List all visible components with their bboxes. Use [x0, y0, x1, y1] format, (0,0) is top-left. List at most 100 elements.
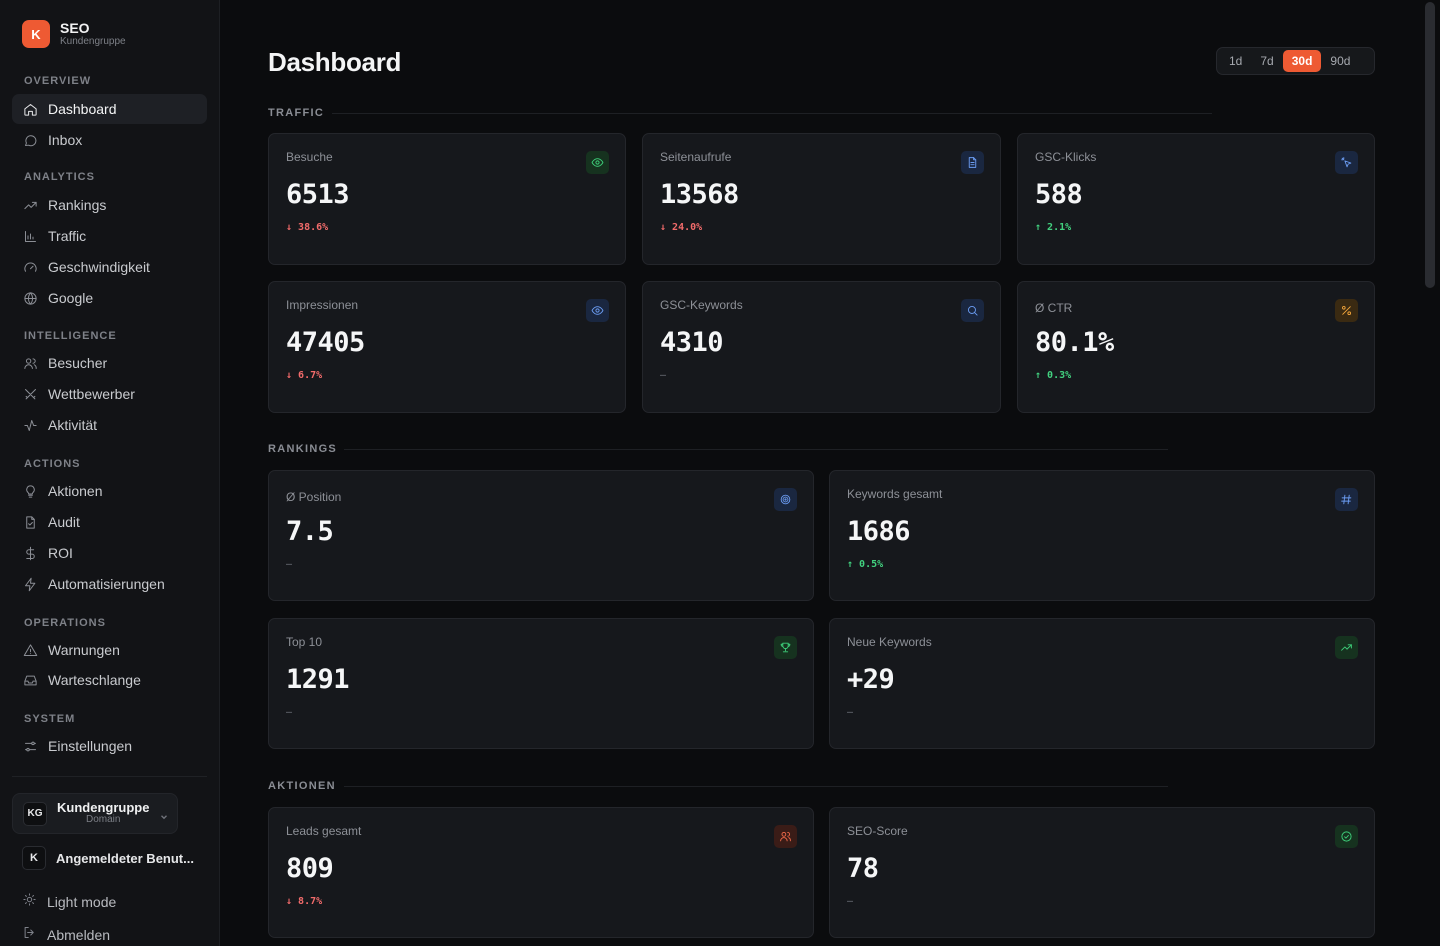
percent-icon	[1335, 299, 1358, 322]
sidebar-item-einstellungen[interactable]: Einstellungen	[12, 731, 207, 761]
card-delta: ↓ 24.0%	[660, 222, 702, 233]
scrollbar-thumb[interactable]	[1425, 2, 1435, 288]
sidebar-item-geschwindigkeit[interactable]: Geschwindigkeit	[12, 252, 207, 282]
page-title: Dashboard	[268, 47, 402, 77]
group-label-rankings: RANKINGS	[268, 443, 338, 455]
sidebar-item-label: Google	[48, 290, 94, 306]
metric-card-besuche: Besuche 6513 ↓ 38.6%	[268, 133, 626, 265]
check-circle-icon	[1335, 825, 1358, 848]
sidebar-item-label: Warteschlange	[48, 672, 141, 688]
workspace-badge: KG	[23, 801, 47, 826]
message-icon	[22, 132, 38, 148]
card-label: Leads gesamt	[286, 824, 362, 838]
card-delta-value: 0.3%	[1047, 370, 1072, 381]
card-delta: –	[286, 707, 293, 718]
range-90d-button[interactable]: 90d	[1330, 54, 1351, 68]
lightbulb-icon	[22, 483, 38, 499]
card-label: Impressionen	[286, 298, 359, 312]
section-label-system: SYSTEM	[24, 713, 76, 725]
section-label-actions: ACTIONS	[24, 458, 81, 470]
card-label: Ø Position	[286, 490, 342, 504]
section-label-overview: OVERVIEW	[24, 75, 92, 87]
sidebar: K SEO Kundengruppe OVERVIEW Dashboard In…	[0, 0, 220, 946]
sidebar-item-warnungen[interactable]: Warnungen	[12, 635, 207, 665]
users-icon	[774, 825, 797, 848]
card-delta-value: 6.7%	[298, 370, 323, 381]
metric-card-leads: Leads gesamt 809 ↓ 8.7%	[268, 807, 814, 938]
dollar-icon	[22, 545, 38, 561]
sidebar-divider	[12, 776, 207, 777]
sidebar-item-wettbewerber[interactable]: Wettbewerber	[12, 379, 207, 409]
sidebar-item-google[interactable]: Google	[12, 283, 207, 313]
card-delta: ↑ 2.1%	[1035, 222, 1071, 233]
sidebar-item-aktionen[interactable]: Aktionen	[12, 476, 207, 506]
range-1d-button[interactable]: 1d	[1229, 54, 1243, 68]
globe-icon	[22, 290, 38, 306]
eye-icon	[586, 299, 609, 322]
card-delta: –	[286, 559, 293, 570]
sidebar-item-traffic[interactable]: Traffic	[12, 221, 207, 251]
cursor-click-icon	[1335, 151, 1358, 174]
brand-subtitle: Kundengruppe	[60, 35, 126, 47]
sidebar-item-label: Traffic	[48, 228, 87, 244]
sliders-icon	[22, 738, 38, 754]
scrollbar[interactable]	[1422, 0, 1440, 946]
sidebar-item-aktivitaet[interactable]: Aktivität	[12, 410, 207, 440]
sidebar-item-label: Rankings	[48, 197, 107, 213]
trending-up-icon	[1335, 636, 1358, 659]
arrow-down-icon: ↓	[286, 896, 299, 907]
eye-icon	[586, 151, 609, 174]
arrow-up-icon: ↑	[1035, 222, 1048, 233]
sidebar-item-label: Aktionen	[48, 483, 103, 499]
users-icon	[22, 355, 38, 371]
theme-toggle-label: Light mode	[47, 894, 117, 910]
group-divider	[332, 113, 1212, 114]
arrow-up-icon: ↑	[1035, 370, 1048, 381]
sidebar-item-label: Wettbewerber	[48, 386, 135, 402]
sidebar-item-label: Einstellungen	[48, 738, 133, 754]
user-account[interactable]: K Angemeldeter Benut...	[22, 846, 194, 870]
activity-icon	[22, 417, 38, 433]
brand-logo: K	[22, 20, 50, 48]
document-icon	[961, 151, 984, 174]
metric-card-seo-score: SEO-Score 78 –	[829, 807, 1375, 938]
hash-icon	[1335, 488, 1358, 511]
workspace-switcher[interactable]: KG Kundengruppe Domain	[12, 793, 178, 834]
card-value: 78	[847, 853, 879, 884]
logout-button[interactable]: Abmelden	[22, 925, 110, 945]
sidebar-item-roi[interactable]: ROI	[12, 538, 207, 568]
logout-icon	[22, 925, 37, 945]
metric-card-keywords-gesamt: Keywords gesamt 1686 ↑ 0.5%	[829, 470, 1375, 601]
metric-card-seitenaufrufe: Seitenaufrufe 13568 ↓ 24.0%	[642, 133, 1001, 265]
chevron-down-icon	[159, 809, 169, 819]
card-delta-value: 8.7%	[298, 896, 323, 907]
file-check-icon	[22, 514, 38, 530]
sidebar-item-warteschlange[interactable]: Warteschlange	[12, 665, 207, 695]
sidebar-item-label: Warnungen	[48, 642, 120, 658]
card-label: Besuche	[286, 150, 333, 164]
search-icon	[961, 299, 984, 322]
metric-card-gsc-keywords: GSC-Keywords 4310 –	[642, 281, 1001, 413]
card-label: Top 10	[286, 635, 323, 649]
sidebar-item-audit[interactable]: Audit	[12, 507, 207, 537]
range-7d-button[interactable]: 7d	[1260, 54, 1274, 68]
arrow-down-icon: ↓	[660, 222, 673, 233]
range-30d-button[interactable]: 30d	[1282, 50, 1322, 72]
metric-card-impressionen: Impressionen 47405 ↓ 6.7%	[268, 281, 626, 413]
sidebar-item-inbox[interactable]: Inbox	[12, 125, 207, 155]
sidebar-item-rankings[interactable]: Rankings	[12, 190, 207, 220]
card-label: GSC-Klicks	[1035, 150, 1097, 164]
section-label-operations: OPERATIONS	[24, 617, 106, 629]
arrow-down-icon: ↓	[286, 222, 299, 233]
sidebar-item-dashboard[interactable]: Dashboard	[12, 94, 207, 124]
theme-toggle-button[interactable]: Light mode	[22, 892, 116, 912]
metric-card-position: Ø Position 7.5 –	[268, 470, 814, 601]
sun-icon	[22, 892, 37, 912]
sidebar-item-besucher[interactable]: Besucher	[12, 348, 207, 378]
card-value: 809	[286, 853, 334, 884]
sidebar-item-automatisierungen[interactable]: Automatisierungen	[12, 569, 207, 599]
gauge-icon	[22, 259, 38, 275]
workspace-name: Kundengruppe	[57, 800, 150, 815]
card-delta: ↑ 0.3%	[1035, 370, 1071, 381]
brand[interactable]: K SEO Kundengruppe	[22, 20, 126, 48]
